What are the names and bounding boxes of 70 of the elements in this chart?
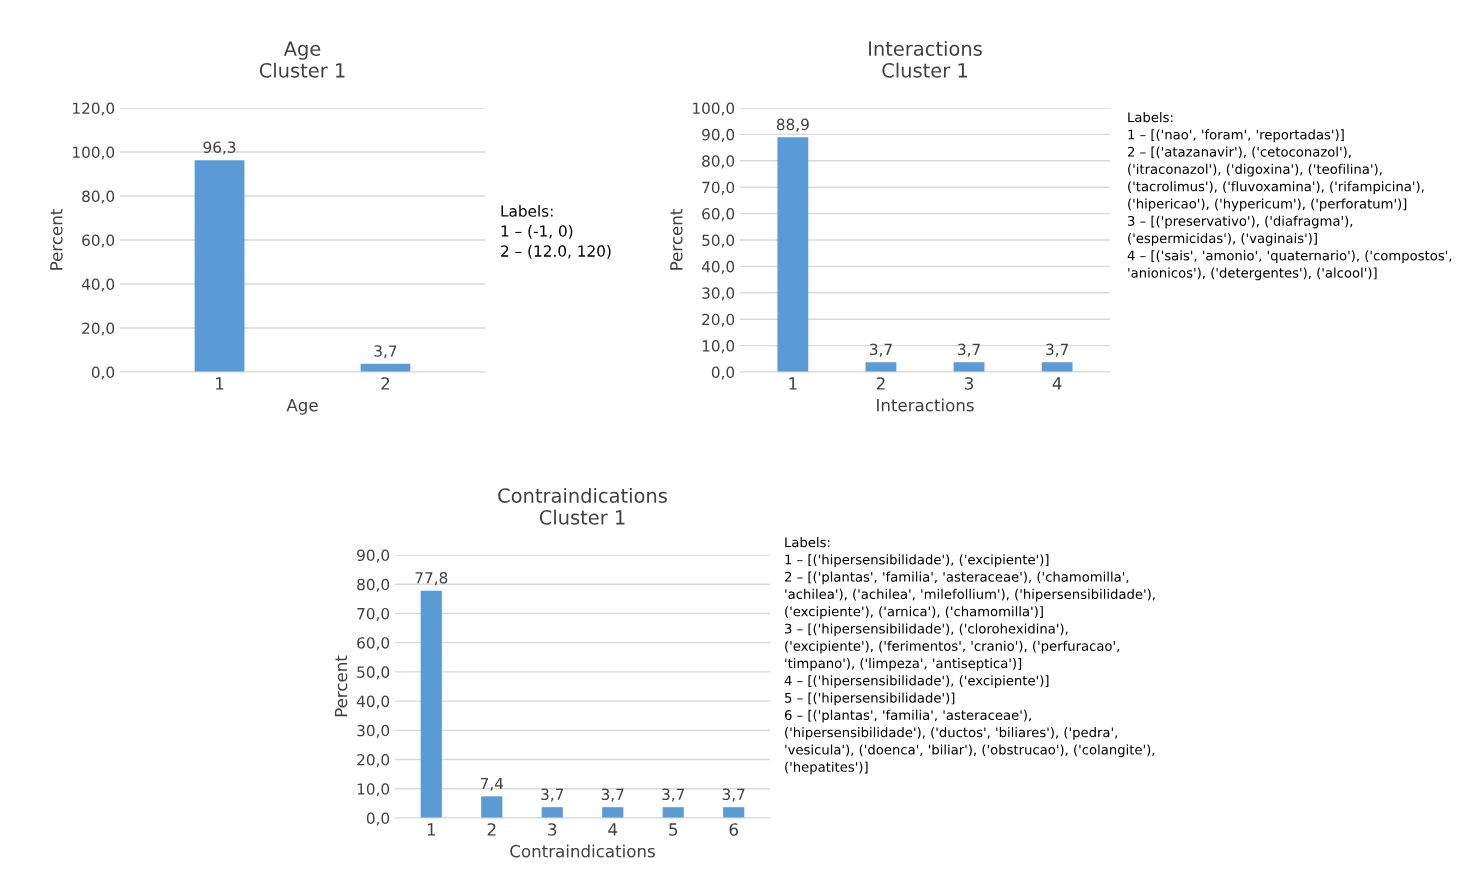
y-tick-label: 20,0 [357, 754, 390, 768]
data-label: 3,7 [1046, 343, 1068, 357]
bar [602, 807, 624, 818]
y-tick-label: 120,0 [73, 102, 115, 116]
y-tick-label: 100,0 [693, 102, 735, 116]
data-label: 3,7 [374, 345, 397, 359]
data-label: 3,7 [722, 788, 745, 802]
y-tick-label: 60,0 [357, 637, 390, 651]
y-tick-label: 40,0 [356, 695, 390, 709]
y-tick-label: 20,0 [82, 322, 115, 336]
x-tick-label: 3 [965, 377, 974, 390]
x-tick-label: 1 [427, 823, 436, 836]
x-axis-title: Interactions [877, 398, 974, 412]
x-tick-label: 2 [487, 823, 496, 836]
x-tick-label: 2 [381, 377, 390, 390]
chart-title: Age Cluster 1 [259, 41, 345, 78]
y-tick-label: 30,0 [357, 724, 390, 738]
chart-title: Interactions Cluster 1 [869, 40, 982, 78]
bar [723, 807, 745, 818]
text: Labels: 1 – [('nao', 'foram', 'reportadas')] 2 – [('atazanavir'), ('cetoconazol'), ('itraconazol'), ('digoxina'), ('teofilina'), ('tacrolimus'), ('fluvoxamina'), ('rifampicina'), ('hipericao'), ('hypericum'), ('perforatum')] 3 – [('preservativo'), ('diafragma'), ('espermicidas'), ('vaginais')] 4 – [('sais', 'amonio', 'quaternario'), ('compostos', 'anionicos'), ('detergentes'), ('alcool')] [1127, 112, 1452, 281]
y-tick-label: 80,0 [702, 155, 735, 169]
data-label: 3,7 [601, 788, 624, 802]
y-tick-label: 20,0 [702, 313, 735, 327]
bar [662, 807, 684, 818]
data-label: 3,7 [541, 788, 564, 802]
y-tick-label: 50,0 [702, 234, 735, 248]
data-label: 7,4 [480, 777, 504, 791]
data-label: 3,7 [958, 343, 980, 357]
x-tick-label: 4 [608, 823, 618, 836]
y-tick-label: 80,0 [357, 578, 390, 592]
x-axis-title: Age [286, 399, 318, 415]
y-tick-label: 90,0 [702, 128, 735, 142]
y-tick-label: 60,0 [702, 208, 735, 222]
y-axis-title: Percent [670, 209, 683, 270]
y-axis-title: Percent [334, 655, 348, 717]
data-label: 77,8 [415, 571, 448, 586]
x-tick-label: 3 [548, 823, 557, 836]
y-tick-label: 0,0 [711, 366, 735, 380]
chart-title: Contraindications Cluster 1 [498, 487, 667, 525]
y-axis-title: Percent [50, 209, 63, 270]
x-axis-title: Contraindications [510, 844, 655, 858]
text: Labels: 1 – (-1, 0) 2 – (12.0, 120) [501, 205, 611, 259]
y-tick-label: 30,0 [702, 287, 735, 301]
y-tick-label: 10,0 [357, 783, 390, 797]
y-tick-label: 0,0 [366, 812, 390, 826]
y-tick-label: 90,0 [357, 549, 390, 563]
y-tick-label: 70,0 [702, 181, 735, 195]
bar [420, 590, 442, 818]
bar [541, 807, 563, 818]
data-label: 3,7 [869, 343, 892, 357]
y-tick-label: 60,0 [82, 234, 115, 248]
x-tick-label: 4 [1052, 377, 1062, 390]
y-tick-label: 50,0 [357, 666, 390, 680]
data-label: 88,9 [776, 118, 809, 132]
x-tick-label: 2 [876, 377, 885, 390]
x-tick-label: 6 [729, 823, 738, 836]
y-tick-label: 80,0 [82, 190, 115, 204]
bar [481, 796, 503, 818]
x-tick-label: 5 [669, 823, 678, 836]
y-tick-label: 10,0 [702, 340, 735, 354]
data-label: 3,7 [662, 788, 685, 802]
y-tick-label: 40,0 [701, 260, 735, 274]
y-tick-label: 0,0 [91, 366, 115, 380]
x-tick-label: 1 [216, 377, 224, 390]
y-tick-label: 40,0 [81, 278, 115, 292]
y-tick-label: 100,0 [73, 146, 115, 160]
data-label: 96,3 [203, 141, 236, 155]
text: Labels: 1 – [('hipersensibilidade'), ('excipiente')] 2 – [('plantas', 'familia', 'asteraceae'), ('chamomilla', 'achilea'), ('achilea', 'milefollium'), ('hipersensibilidade'), ('excipiente'), ('arnica'), ('chamomilla')] 3 – [('hipersensibilidade'), ('clorohexidina'), ('excipiente'), ('ferimentos', 'cranio'), ('perfuracao', 'timpano'), ('limpeza', 'antiseptica')] 4 – [('hipersensibilidade'), ('excipiente')] 5 – [('hipersensibilidade')] 6 – [('plantas', 'familia', 'asteraceae'), ('hipersensibilidade'), ('ductos', 'biliares'), ('pedra', 'vesicula'), ('doenca', 'biliar'), ('obstrucao'), ('colangite'), ('hepatites')] [784, 537, 1155, 775]
x-tick-label: 1 [789, 377, 797, 390]
y-tick-label: 70,0 [357, 607, 390, 622]
